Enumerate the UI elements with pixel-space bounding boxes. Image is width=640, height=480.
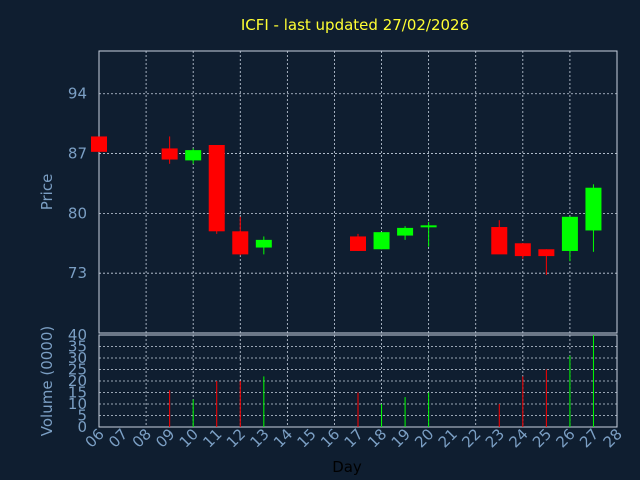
price-panel: 94 87 80 73 <box>68 50 618 334</box>
volume-tick-label: 30 <box>68 349 87 367</box>
x-tick-label: 27 <box>576 425 602 451</box>
x-tick-label: 08 <box>129 425 155 451</box>
x-tick-label: 22 <box>458 425 484 451</box>
x-tick-label: 10 <box>176 425 202 451</box>
candle-body <box>538 249 555 257</box>
candle-body <box>161 148 178 160</box>
candle-body <box>420 225 437 228</box>
x-tick-label: 16 <box>317 425 343 451</box>
volume-tick-label: 5 <box>77 407 87 425</box>
candle-body <box>373 232 390 250</box>
volume-tick-label: 10 <box>68 395 87 413</box>
x-tick-label: 12 <box>223 425 249 451</box>
x-tick-label: 26 <box>553 425 579 451</box>
price-tick-label: 87 <box>68 145 87 163</box>
volume-tick-label: 25 <box>68 361 87 379</box>
x-tick-label: 23 <box>482 425 508 451</box>
candle-body <box>232 231 249 255</box>
x-tick-label: 15 <box>294 425 320 451</box>
x-tick-label: 20 <box>411 425 437 451</box>
volume-axis-label: Volume (0000) <box>38 326 56 436</box>
price-tick-label: 94 <box>68 85 87 103</box>
volume-tick-label: 35 <box>68 338 87 356</box>
volume-tick-label: 20 <box>68 372 87 390</box>
x-tick-label: 24 <box>505 425 531 451</box>
volume-tick-label: 15 <box>68 384 87 402</box>
volume-tick-label: 0 <box>77 418 87 436</box>
candle-body <box>561 216 578 251</box>
candle-body <box>585 187 602 231</box>
x-tick-label: 07 <box>105 425 131 451</box>
volume-tick-label: 40 <box>68 326 87 344</box>
chart-title: ICFI - last updated 27/02/2026 <box>241 16 469 34</box>
candle-body <box>491 227 508 255</box>
price-frame <box>98 50 618 334</box>
price-tick-label: 80 <box>68 204 87 222</box>
price-axis-label: Price <box>38 174 56 211</box>
x-tick-label: 21 <box>435 425 461 451</box>
price-tick-label: 73 <box>68 264 87 282</box>
x-axis: 0607080910111213141516171819202122232425… <box>82 425 626 451</box>
candle-body <box>397 227 414 236</box>
candle-body <box>208 145 225 232</box>
x-tick-label: 11 <box>199 425 225 451</box>
x-tick-label: 25 <box>529 425 555 451</box>
candle-body <box>514 243 531 257</box>
x-tick-label: 18 <box>364 425 390 451</box>
x-tick-label: 13 <box>246 425 272 451</box>
x-tick-label: 09 <box>152 425 178 451</box>
x-tick-label: 17 <box>341 425 367 451</box>
x-tick-label: 14 <box>270 425 296 451</box>
candle-body <box>350 236 366 251</box>
candle-body <box>91 136 107 152</box>
x-axis-label: Day <box>332 458 362 476</box>
candle-body <box>185 150 202 161</box>
x-tick-label: 19 <box>388 425 414 451</box>
x-tick-label: 28 <box>600 425 626 451</box>
candle-body <box>255 239 272 248</box>
